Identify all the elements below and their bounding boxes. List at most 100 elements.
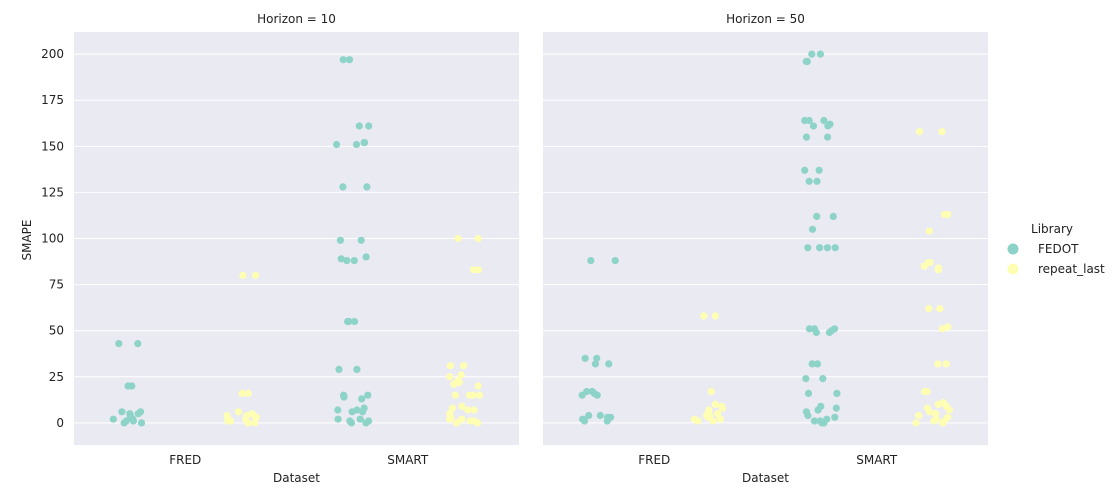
data-point (362, 419, 370, 427)
data-point (365, 122, 373, 130)
data-point (585, 411, 593, 420)
y-tick-label: 200 (41, 47, 64, 61)
y-tick-label: 25 (49, 370, 64, 384)
data-point (357, 236, 365, 244)
data-point (470, 406, 478, 414)
data-point (580, 417, 589, 425)
data-point (942, 360, 950, 368)
data-point (446, 415, 454, 423)
data-point (819, 375, 827, 383)
data-point (938, 128, 946, 136)
data-point (137, 419, 146, 427)
y-tick-label: 100 (41, 232, 64, 246)
data-point (446, 362, 454, 370)
data-point (711, 400, 719, 408)
data-point (115, 340, 123, 348)
data-point (814, 406, 822, 414)
data-point (458, 402, 466, 410)
data-point (474, 266, 482, 274)
data-point (474, 419, 482, 427)
data-point (593, 354, 601, 362)
data-point (581, 354, 589, 362)
y-tick-label: 75 (49, 278, 64, 292)
data-point (134, 410, 142, 418)
data-point (578, 391, 586, 399)
panel-1: Horizon = 10 FRED SMART Dataset (74, 12, 519, 485)
data-point (920, 262, 928, 270)
data-point (475, 391, 484, 399)
data-point (802, 57, 810, 66)
data-point (334, 406, 342, 414)
data-point (348, 408, 356, 416)
data-point (925, 227, 933, 235)
data-point (345, 317, 353, 326)
data-point (335, 365, 343, 373)
data-point (707, 387, 715, 396)
data-point (118, 408, 126, 416)
data-point (813, 212, 821, 220)
data-point (915, 128, 924, 136)
data-point (356, 415, 364, 423)
data-point (364, 391, 372, 399)
data-point (804, 389, 813, 397)
data-point (451, 391, 459, 399)
y-tick-label: 0 (56, 416, 64, 430)
data-point (363, 183, 371, 191)
data-point (808, 360, 816, 368)
data-point (469, 266, 477, 274)
data-point (359, 408, 367, 416)
x-tick-label: FRED (169, 453, 201, 467)
data-point (239, 271, 247, 279)
data-point (813, 360, 822, 368)
data-point (465, 391, 474, 399)
data-point (816, 50, 825, 58)
data-point (820, 116, 828, 125)
data-point (818, 419, 826, 427)
data-point (360, 139, 368, 147)
data-point (930, 417, 938, 425)
data-point (124, 382, 132, 390)
data-point (934, 266, 943, 274)
data-point (353, 365, 361, 373)
legend-marker (1007, 243, 1019, 255)
data-point (934, 400, 942, 408)
legend-label: repeat_last (1038, 262, 1105, 276)
x-tick-label: FRED (638, 453, 670, 467)
data-point (334, 415, 342, 423)
x-tick-label: SMART (856, 453, 898, 467)
data-point (362, 253, 370, 261)
panel-2: Horizon = 50 FRED SMART Dataset (543, 12, 988, 485)
data-point (936, 305, 944, 313)
y-tick-label: 50 (49, 324, 64, 338)
data-point (355, 122, 363, 130)
data-point (718, 404, 727, 412)
data-point (925, 305, 933, 313)
data-point (450, 380, 458, 388)
data-point (714, 410, 722, 418)
panel-title: Horizon = 50 (726, 12, 805, 26)
data-point (238, 389, 246, 397)
data-point (350, 257, 358, 265)
data-point (234, 408, 243, 416)
data-point (808, 50, 816, 58)
data-point (591, 360, 600, 368)
data-point (339, 183, 347, 191)
data-point (336, 236, 344, 244)
data-point (805, 325, 814, 333)
data-point (813, 177, 821, 185)
data-point (446, 373, 454, 381)
data-point (833, 389, 841, 397)
data-point (134, 340, 142, 348)
data-point (939, 419, 947, 427)
legend-label: FEDOT (1038, 242, 1079, 256)
data-point (829, 212, 837, 220)
data-point (596, 411, 604, 420)
x-axis-label: Dataset (273, 471, 320, 485)
data-point (801, 166, 809, 174)
y-tick-label: 125 (41, 185, 64, 199)
data-point (711, 312, 720, 320)
data-point (345, 56, 354, 64)
data-point (457, 371, 465, 379)
data-point (944, 210, 952, 219)
data-point (824, 122, 832, 130)
